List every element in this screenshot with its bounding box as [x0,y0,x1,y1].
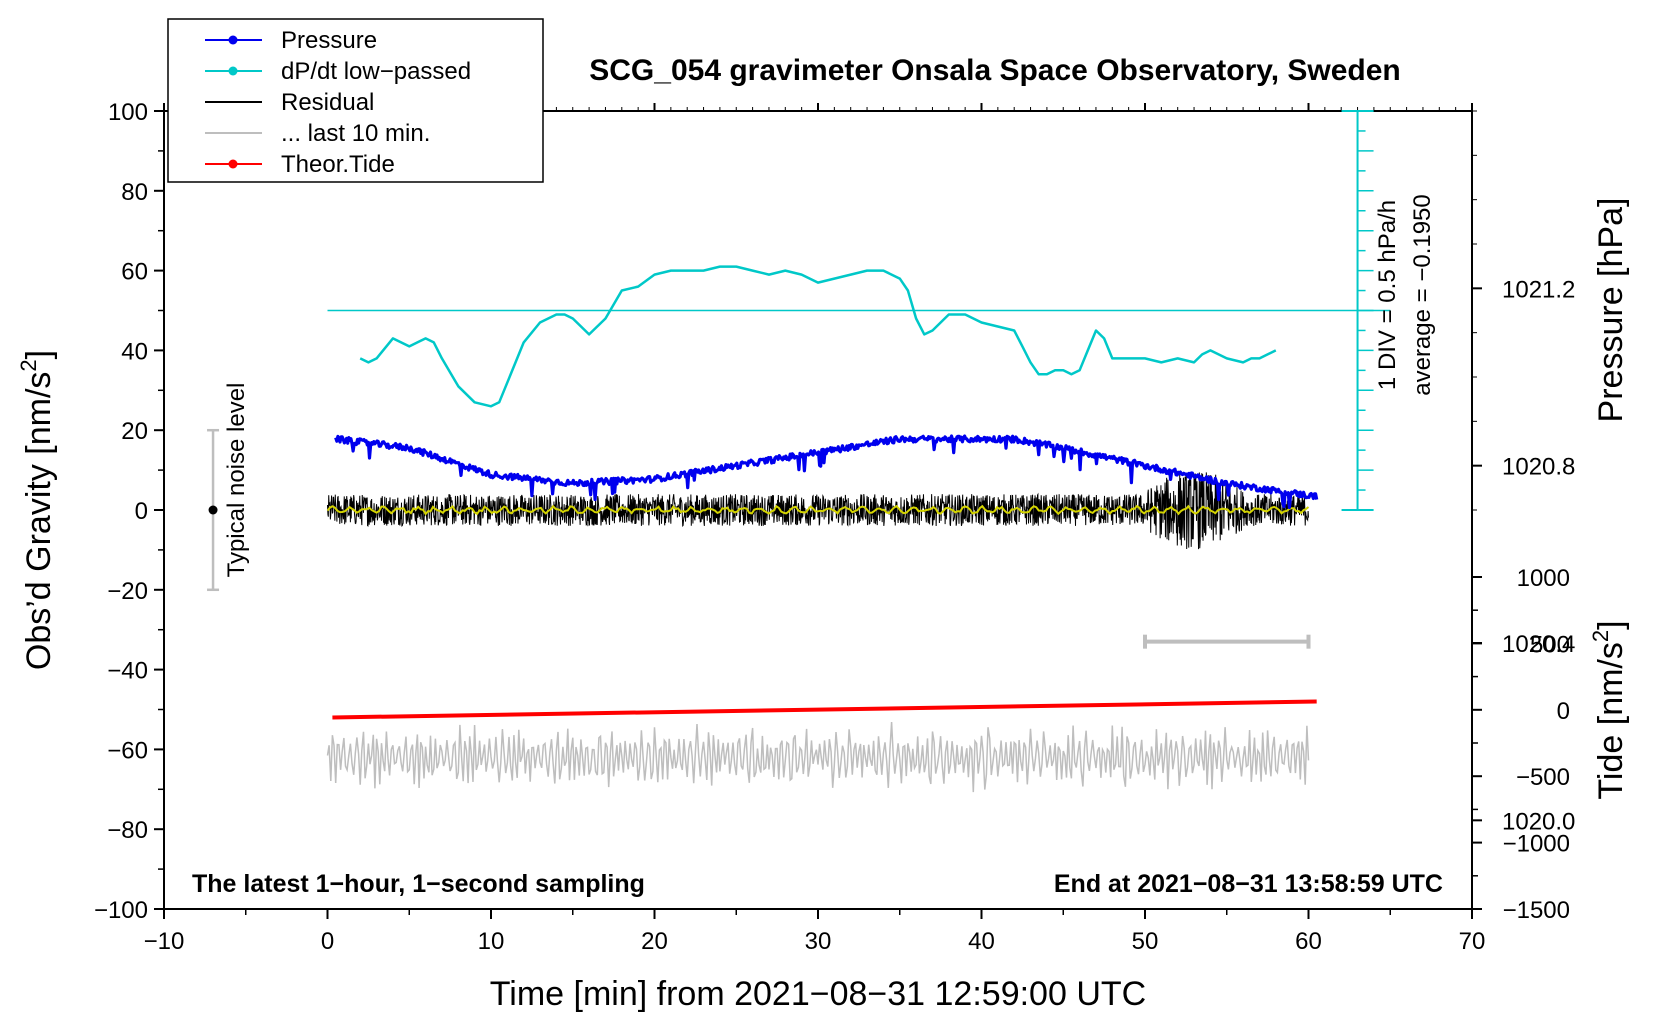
x-tick-label: 50 [1132,928,1159,955]
pressure-tick-label: 1021.2 [1502,276,1575,303]
dpdt-line [359,265,1277,408]
tide-tick-label: 500 [1530,631,1570,658]
x-tick-label: 40 [968,928,995,955]
y-axis-label-pressure: Pressure [hPa] [1592,198,1630,423]
x-tick-label: 10 [478,928,505,955]
noise-label: Typical noise level [223,383,250,578]
y-tick-label: 60 [121,259,148,286]
pressure-tick-label: 1020.4 [1502,631,1575,658]
legend-swatch-marker [228,159,238,169]
x-tick-label: 60 [1295,928,1322,955]
legend-label: ... last 10 min. [281,120,430,147]
legend: Pressure dP/dt low−passed Residual ... last… [167,18,544,183]
last-10-min-bar [1143,634,1311,649]
legend-label: dP/dt low−passed [281,58,471,85]
series-last-10-min [326,721,1310,793]
y-tick-label: −20 [107,578,148,605]
x-tick-label: 20 [641,928,668,955]
y-axis-label-tide-end: ] [1592,620,1630,629]
y-axis-label-left: Obs’d Gravity [nm/s2] [16,350,58,670]
y-tick-label: 80 [121,179,148,206]
y-tick-label: −80 [107,817,148,844]
y-tick-labels: 100 80 60 40 20 0 −20 −40 −60 −80 −100 [94,99,148,924]
dpdt-scale-bar [327,110,1391,511]
legend-label: Pressure [281,27,377,54]
pressure-tick-labels: 1021.2 1020.8 1020.4 1020.0 [1502,276,1575,835]
y-tick-label: 20 [121,418,148,445]
y-tick-label: 100 [108,99,148,126]
y-tick-label: −40 [107,658,148,685]
y-axis-label-left-main: Obs’d Gravity [nm/s [20,372,58,671]
legend-box [167,18,544,183]
y-axis-label-tide-main: Tide [nm/s [1592,642,1630,799]
scale-div-label: 1 DIV = 0.5 hPa/h [1374,200,1401,390]
tide-tick-label: −1000 [1503,831,1570,858]
x-tick-labels: −10 0 10 20 30 40 50 60 70 [144,928,1486,955]
legend-swatch-marker [228,66,238,76]
pressure-tick-label: 1020.0 [1502,808,1575,835]
series-residual [326,472,1310,550]
x-tick-label: 30 [805,928,832,955]
y-axis-label-left-end: ] [20,350,58,359]
tide-tick-labels: 1000 500 0 −500 −1000 −1500 [1503,565,1570,924]
series-theor-tide [332,699,1317,720]
last-10-min-line [326,721,1310,793]
noise-center-dot [208,505,218,515]
typical-noise-indicator [207,428,220,592]
axis-ticks [154,103,1482,919]
tide-line [332,699,1317,720]
tide-tick-label: −1500 [1503,897,1570,924]
residual-line [327,472,1309,550]
pressure-line [334,434,1319,510]
residual-smoothed-line [326,504,1310,516]
y-tick-label: −60 [107,737,148,764]
tide-tick-label: −500 [1516,764,1570,791]
x-tick-label: 70 [1459,928,1486,955]
tide-tick-label: 1000 [1517,565,1570,592]
y-axis-label-left-sup: 2 [16,359,41,371]
legend-swatch-marker [228,35,238,45]
scale-average-label: average = −0.1950 [1409,194,1436,396]
y-tick-label: 0 [135,498,148,525]
legend-label: Residual [281,89,374,116]
footer-right: End at 2021−08−31 13:58:59 UTC [1054,870,1443,898]
x-tick-label: −10 [144,928,185,955]
x-tick-label: 0 [321,928,334,955]
chart-title: SCG_054 gravimeter Onsala Space Observat… [589,54,1401,87]
y-axis-label-tide-sup: 2 [1588,630,1613,642]
x-axis-label: Time [min] from 2021−08−31 12:59:00 UTC [490,975,1146,1013]
pressure-tick-label: 1020.8 [1502,454,1575,481]
y-tick-label: 40 [121,338,148,365]
y-axis-label-tide: Tide [nm/s2] [1588,620,1630,799]
tide-tick-label: 0 [1557,698,1570,725]
series-dpdt-low-passed [359,265,1277,408]
footer-left: The latest 1−hour, 1−second sampling [192,870,645,898]
y-tick-label: −100 [94,897,148,924]
series-pressure [334,434,1319,510]
legend-label: Theor.Tide [281,151,395,178]
